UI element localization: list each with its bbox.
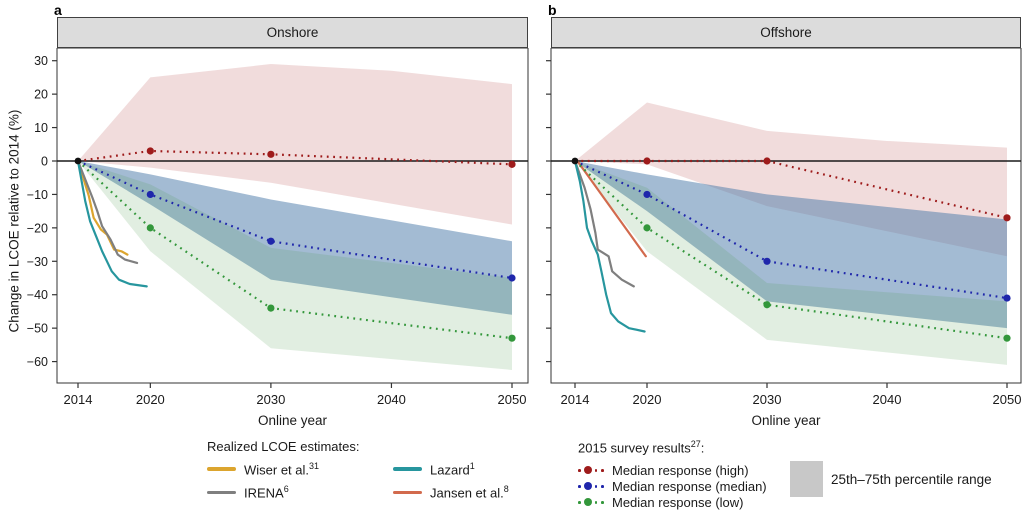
legend-item-median-response-median: Median response (median) <box>578 478 788 494</box>
survey-point-median-response-low-2030 <box>267 304 275 312</box>
legend-realized-title: Realized LCOE estimates: <box>207 439 360 454</box>
y-tick-label: −40 <box>27 288 48 302</box>
x-tick-label: 2040 <box>377 392 406 407</box>
x-axis-label: Online year <box>258 413 328 428</box>
survey-point-median-response-high-2020 <box>643 157 651 165</box>
band-median-response-low <box>78 161 512 370</box>
band-median-response-low <box>575 161 1007 365</box>
y-tick-label: −10 <box>27 188 48 202</box>
legend-line-swatch <box>393 467 422 471</box>
survey-point-median-response-low-2050 <box>508 334 516 342</box>
survey-point-median-response-high-2050 <box>1003 214 1011 222</box>
legend-survey-title: 2015 survey results27: <box>578 439 705 456</box>
band-median-response-median <box>575 161 1007 329</box>
legend-dotted-swatch <box>578 466 612 475</box>
legend-item-wiser-et-al: Wiser et al.31 <box>207 461 393 477</box>
legend-line-swatch <box>207 467 236 471</box>
x-tick-label: 2050 <box>498 392 527 407</box>
legend-item-median-response-high: Median response (high) <box>578 462 788 478</box>
realized-line-lazard <box>76 159 148 288</box>
legend-dotted-swatch <box>578 498 612 507</box>
legend-item-label: IRENA6 <box>244 484 289 501</box>
legend-realized: Realized LCOE estimates: Wiser et al.31 L… <box>207 439 537 501</box>
legend-dotted-swatch <box>578 482 612 491</box>
survey-line-median-response-high <box>77 149 513 166</box>
panel-b-title-strip: Offshore <box>551 17 1021 48</box>
panel-b-letter: b <box>548 2 557 18</box>
survey-point-median-response-median-2020 <box>146 190 154 199</box>
legend-item-jansen-et-al: Jansen et al.8 <box>393 484 537 501</box>
legend-item-irena: IRENA6 <box>207 484 393 501</box>
survey-line-median-response-median <box>77 160 513 280</box>
survey-point-median-response-high-2030 <box>763 157 771 165</box>
legend-item-label: Median response (median) <box>612 478 767 494</box>
survey-point-median-response-median-2050 <box>1003 294 1011 302</box>
x-tick-label: 2014 <box>64 392 93 407</box>
survey-point-median-response-median-2030 <box>763 257 771 265</box>
y-tick-label: −50 <box>27 322 48 336</box>
y-tick-label: 20 <box>34 88 48 102</box>
legend-line-swatch <box>393 490 422 495</box>
chart-offshore: 2014 2020 2030 2040 2050 Online year <box>546 47 1022 428</box>
survey-point-median-response-high-2030 <box>267 150 275 158</box>
legend-item-label: Lazard1 <box>430 461 475 478</box>
origin-point-2014 <box>571 157 579 165</box>
y-tick-label: 10 <box>34 121 48 135</box>
panel-a-title: Onshore <box>266 25 319 40</box>
percentile-bands <box>575 102 1007 365</box>
survey-point-median-response-low-2020 <box>643 224 651 232</box>
survey-point-median-response-high-2050 <box>508 160 516 168</box>
y-tick-label: −20 <box>27 221 48 235</box>
survey-point-median-response-low-2020 <box>146 224 154 232</box>
legend-item-lazard: Lazard1 <box>393 461 537 477</box>
band-median-response-high <box>78 64 512 225</box>
realized-line-wiser-et-al <box>76 159 129 256</box>
survey-point-median-response-median-2020 <box>643 190 651 199</box>
y-tick-label: 0 <box>41 155 48 169</box>
survey-point-median-response-median-2050 <box>508 274 516 282</box>
x-tick-label: 2040 <box>873 392 902 407</box>
x-tick-label: 2030 <box>256 392 285 407</box>
realized-line-lazard <box>573 159 646 333</box>
band-median-response-median <box>78 161 512 315</box>
survey-point-median-response-median-2030 <box>267 237 275 245</box>
legend-item-median-response-low: Median response (low) <box>578 494 788 510</box>
survey-line-median-response-high <box>575 159 1008 219</box>
panel-b-plot: 2014 2020 2030 2040 2050 Online year <box>539 47 1024 445</box>
chart-onshore: 30 20 10 0 −10 −20 −30 −40 −50 −60 2014 2020 2030 204… <box>27 47 529 428</box>
percentile-range-label: 25th–75th percentile range <box>831 472 992 487</box>
legend-item-label: Wiser et al.31 <box>244 461 320 478</box>
legend-line-swatch <box>207 490 236 495</box>
percentile-bands <box>78 64 512 370</box>
survey-point-median-response-high-2020 <box>146 147 154 155</box>
legend-item-label: Median response (low) <box>612 494 744 510</box>
x-tick-label: 2014 <box>561 392 590 407</box>
realized-line-irena <box>76 159 139 265</box>
x-tick-label: 2030 <box>753 392 782 407</box>
panel-a-letter: a <box>54 2 62 18</box>
panel-a-plot: 30 20 10 0 −10 −20 −30 −40 −50 −60 2014 2020 2030 204… <box>20 47 530 445</box>
percentile-range-swatch <box>790 461 823 497</box>
legend-item-label: Median response (high) <box>612 462 749 478</box>
x-tick-label: 2020 <box>136 392 165 407</box>
x-tick-label: 2050 <box>993 392 1022 407</box>
survey-point-median-response-low-2050 <box>1003 334 1011 342</box>
survey-point-median-response-low-2030 <box>763 301 771 309</box>
x-tick-label: 2020 <box>633 392 662 407</box>
x-axis-label: Online year <box>751 413 821 428</box>
survey-line-median-response-low <box>77 160 513 340</box>
realized-line-jansen-et-al <box>576 159 647 258</box>
survey-line-median-response-median <box>574 160 1008 300</box>
panel-b-title: Offshore <box>760 25 812 40</box>
panel-a-title-strip: Onshore <box>57 17 528 48</box>
legend-survey: 2015 survey results27: Median response (… <box>578 439 788 510</box>
y-tick-label: −60 <box>27 355 48 369</box>
origin-point-2014 <box>74 157 82 165</box>
realized-line-irena <box>573 159 635 288</box>
y-tick-label: −30 <box>27 255 48 269</box>
y-tick-label: 30 <box>34 54 48 68</box>
legend-item-label: Jansen et al.8 <box>430 484 509 501</box>
